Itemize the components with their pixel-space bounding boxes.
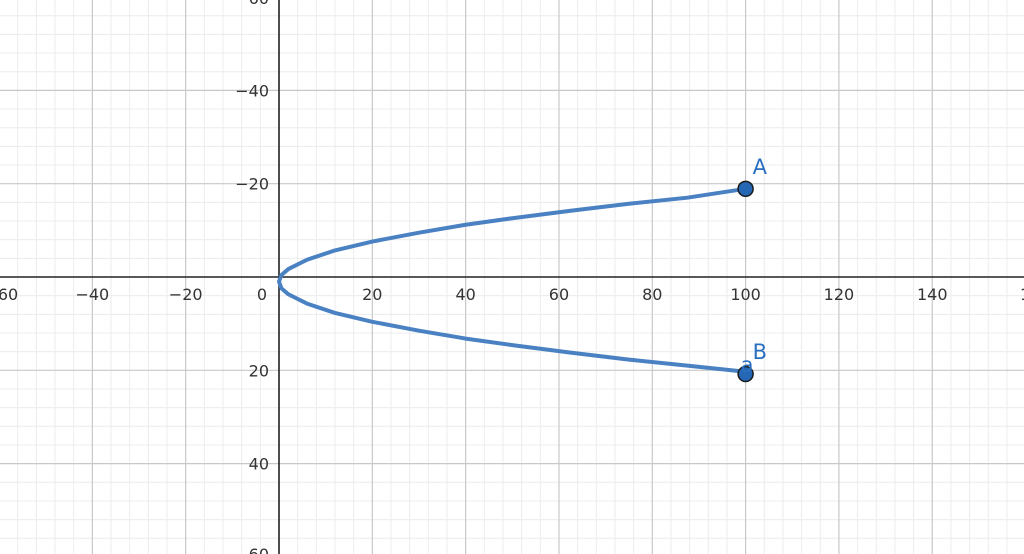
y-tick-label: 60 (249, 545, 269, 554)
x-tick-labels: 60 −40 −20 0 20 40 60 80 100 120 140 16 (0, 285, 1024, 304)
y-tick-label: 20 (249, 361, 269, 380)
points-layer[interactable]: A Ba (737, 155, 768, 383)
point-b-overlap-glyph: a (741, 353, 754, 377)
x-tick-label: 100 (730, 285, 761, 304)
x-tick-label: 16 (1020, 285, 1024, 304)
y-tick-label: 40 (249, 455, 269, 474)
x-tick-label: 0 (257, 285, 267, 304)
y-tick-label: 60 (249, 0, 269, 8)
point-b[interactable] (737, 365, 754, 383)
y-tick-labels: 60 40 20 −20 −40 60 (235, 0, 269, 554)
x-tick-label: 20 (362, 285, 382, 304)
x-tick-label: 140 (917, 285, 948, 304)
x-tick-label: 60 (0, 285, 18, 304)
point-label-a: A (753, 155, 768, 179)
x-tick-label: −20 (169, 285, 203, 304)
curve-layer (277, 186, 748, 374)
point-a[interactable] (737, 180, 754, 198)
y-tick-label: −40 (235, 81, 269, 100)
x-tick-label: 40 (455, 285, 475, 304)
x-tick-label: 80 (642, 285, 662, 304)
y-tick-label: −20 (235, 175, 269, 194)
x-tick-label: 60 (549, 285, 569, 304)
x-tick-label: −40 (75, 285, 109, 304)
x-tick-label: 120 (824, 285, 855, 304)
point-label-b: B (753, 340, 767, 364)
parabola-curve[interactable] (277, 186, 748, 374)
